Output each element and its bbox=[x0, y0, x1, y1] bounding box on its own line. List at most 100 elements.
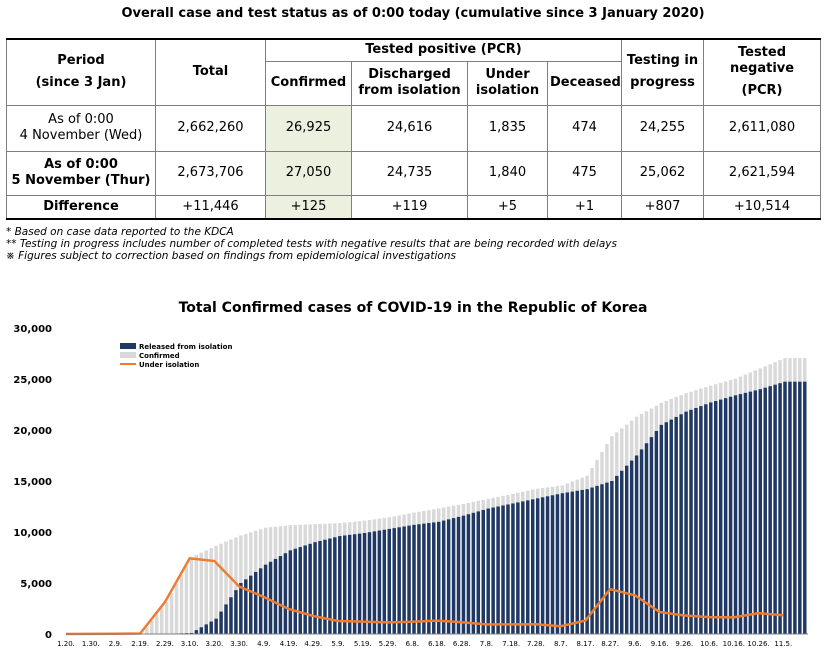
bar-released bbox=[253, 571, 258, 634]
header-testing-sub: progress bbox=[630, 75, 695, 91]
bar-released bbox=[412, 524, 416, 634]
cell-total: 2,673,706 bbox=[155, 150, 266, 196]
bar-confirmed bbox=[184, 566, 189, 634]
diff-total: +11,446 bbox=[155, 194, 266, 220]
diff-deceased: +1 bbox=[546, 194, 623, 220]
bar-released bbox=[481, 509, 485, 634]
bar-released bbox=[560, 493, 565, 634]
x-tick-label: 8.17. bbox=[576, 640, 594, 648]
bar-released bbox=[516, 502, 520, 634]
table-row: As of 0:00 5 November (Thur) 2,673,706 2… bbox=[6, 150, 822, 196]
bar-released bbox=[249, 575, 253, 634]
chart-title: Total Confirmed cases of COVID-19 in the… bbox=[178, 300, 648, 316]
difference-label: Difference bbox=[6, 194, 156, 220]
bar-released bbox=[313, 542, 317, 634]
x-tick-label: 6.8. bbox=[406, 640, 419, 648]
bar-released bbox=[199, 627, 204, 634]
bar-released bbox=[338, 536, 342, 634]
bar-released bbox=[308, 543, 312, 634]
header-negative: Tested negative (PCR) bbox=[703, 38, 822, 106]
bar-released bbox=[748, 391, 753, 634]
bar-released bbox=[432, 522, 436, 634]
legend-swatch bbox=[120, 352, 136, 358]
bar-released bbox=[333, 537, 337, 634]
bar-released bbox=[229, 597, 233, 634]
header-period: Period (since 3 Jan) bbox=[6, 38, 156, 106]
bar-released bbox=[639, 449, 644, 634]
bar-released bbox=[278, 556, 283, 634]
bar-released bbox=[778, 383, 782, 634]
bar-released bbox=[783, 381, 787, 634]
cell-negative: 2,611,080 bbox=[703, 104, 822, 152]
diff-confirmed: +125 bbox=[265, 194, 352, 220]
bar-released bbox=[521, 501, 525, 634]
diff-testing: +807 bbox=[621, 194, 705, 220]
bar-released bbox=[204, 624, 208, 634]
bar-released bbox=[303, 545, 307, 634]
header-tested-positive: Tested positive (PCR) bbox=[264, 38, 623, 62]
bar-released bbox=[565, 492, 570, 634]
header-discharged-label: Discharged bbox=[368, 67, 451, 82]
line-series bbox=[65, 557, 784, 636]
bar-released bbox=[570, 491, 575, 634]
bar-released bbox=[555, 494, 560, 634]
bar-released bbox=[758, 389, 762, 634]
bar-released bbox=[357, 533, 362, 634]
header-under-sub: isolation bbox=[475, 83, 540, 98]
bar-confirmed bbox=[209, 548, 213, 634]
x-tick-label: 9.26. bbox=[675, 640, 693, 648]
x-tick-label: 4.9. bbox=[257, 640, 270, 648]
row-label-line2: 4 November (Wed) bbox=[19, 128, 143, 143]
x-tick-label: 8.27. bbox=[601, 640, 619, 648]
bar-released bbox=[189, 632, 194, 634]
x-tick-label: 10.16. bbox=[723, 640, 745, 648]
bar-released bbox=[718, 399, 723, 634]
bar-released bbox=[590, 487, 594, 634]
cell-confirmed: 27,050 bbox=[265, 150, 352, 196]
bar-released bbox=[347, 534, 352, 634]
bar-released bbox=[417, 524, 421, 634]
cell-confirmed: 26,925 bbox=[265, 104, 352, 152]
bar-released bbox=[258, 568, 263, 634]
table-row: As of 0:00 4 November (Wed) 2,662,260 26… bbox=[6, 104, 822, 152]
legend-swatch bbox=[120, 343, 136, 349]
bar-released bbox=[728, 396, 733, 634]
x-tick-label: 2.19. bbox=[131, 640, 149, 648]
bar-released bbox=[689, 409, 693, 634]
x-tick-label: 8.7. bbox=[554, 640, 567, 648]
bar-released bbox=[451, 518, 456, 634]
header-under: Under isolation bbox=[467, 60, 548, 106]
x-tick-label: 1.20. bbox=[57, 640, 75, 648]
bar-released bbox=[793, 381, 797, 634]
footnotes: * Based on case data reported to the KDC… bbox=[6, 226, 617, 262]
bar-released bbox=[723, 398, 728, 634]
cell-testing: 24,255 bbox=[621, 104, 705, 152]
bar-released bbox=[704, 404, 708, 634]
bar-released bbox=[709, 402, 713, 634]
difference-row: Difference +11,446 +125 +119 +5 +1 +807 … bbox=[6, 194, 822, 220]
bar-released bbox=[803, 381, 807, 634]
y-tick-label: 15,000 bbox=[13, 477, 52, 488]
bar-released bbox=[699, 406, 703, 634]
bar-released bbox=[392, 528, 396, 634]
bar-released bbox=[506, 504, 510, 634]
bar-released bbox=[328, 538, 332, 634]
cell-total: 2,662,260 bbox=[155, 104, 266, 152]
bar-released bbox=[367, 532, 372, 634]
bar-released bbox=[669, 419, 673, 634]
bar-released bbox=[585, 489, 589, 634]
bar-released bbox=[486, 508, 490, 634]
diff-under: +5 bbox=[467, 194, 548, 220]
header-discharged: Discharged from isolation bbox=[351, 60, 468, 106]
bar-released bbox=[298, 547, 302, 634]
bar-released bbox=[788, 381, 792, 634]
bar-released bbox=[318, 540, 322, 634]
cell-discharged: 24,616 bbox=[351, 104, 468, 152]
x-tick-label: 7.18. bbox=[502, 640, 520, 648]
x-tick-label: 3.30. bbox=[230, 640, 248, 648]
bar-released bbox=[540, 497, 545, 634]
header-testing-label: Testing in bbox=[626, 53, 699, 69]
x-tick-label: 7.28. bbox=[527, 640, 545, 648]
bar-released bbox=[476, 511, 481, 634]
header-negative-label: Tested negative bbox=[729, 45, 795, 77]
